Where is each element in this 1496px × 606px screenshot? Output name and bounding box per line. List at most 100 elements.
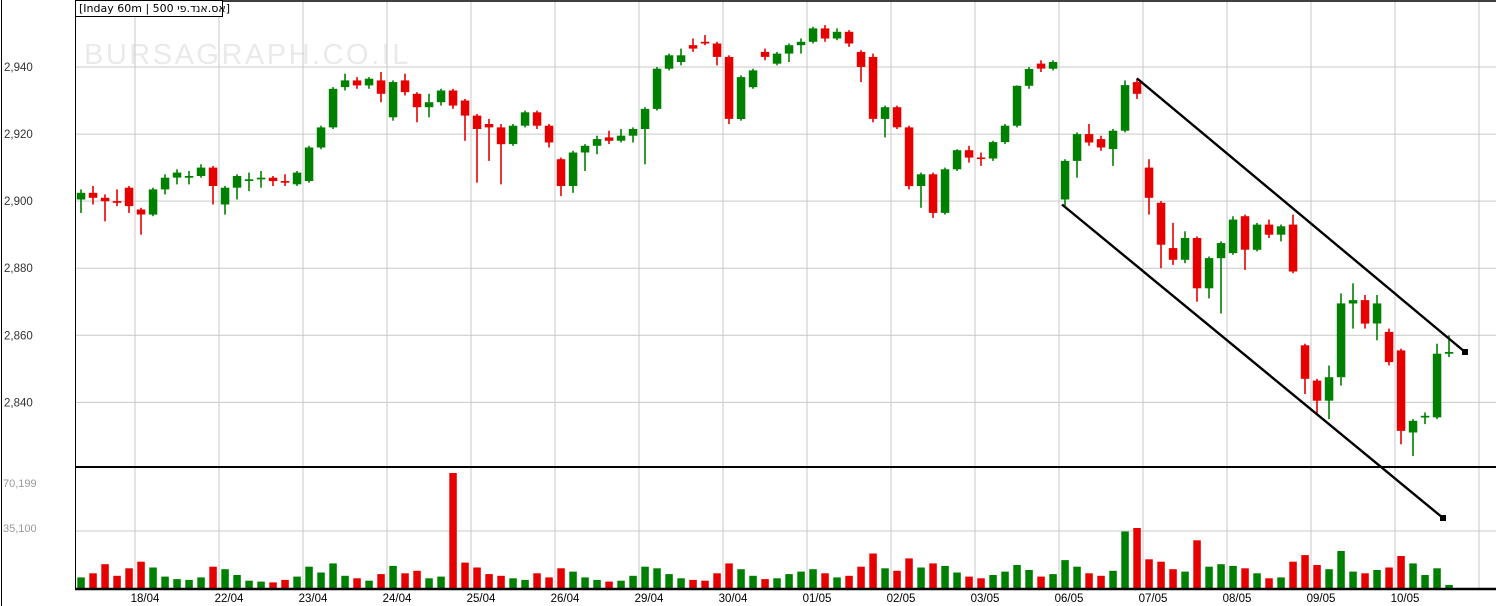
candle	[340, 73, 350, 91]
candle	[172, 169, 182, 185]
candle	[472, 113, 482, 183]
volume-bar	[617, 580, 625, 589]
volume-bar	[185, 579, 193, 589]
svg-text:2,840: 2,840	[4, 397, 33, 409]
candle	[76, 189, 86, 213]
candle	[1072, 132, 1082, 178]
channel-lower	[1061, 203, 1444, 519]
volume-bar	[905, 558, 913, 589]
candle	[1264, 219, 1274, 238]
candle	[604, 130, 614, 145]
volume-bar	[89, 573, 97, 589]
candle	[868, 53, 878, 123]
candle	[1180, 231, 1190, 264]
candle	[640, 107, 650, 165]
volume-bar	[1409, 563, 1417, 589]
volume-bar	[845, 575, 853, 589]
volume-bar	[1169, 569, 1177, 589]
candle	[1024, 67, 1034, 89]
volume-bar	[1361, 573, 1369, 589]
candle	[1120, 80, 1130, 133]
volume-bar	[881, 568, 889, 589]
volume-bar	[605, 581, 613, 589]
candle	[664, 53, 674, 71]
candle	[736, 75, 746, 121]
candle	[796, 38, 806, 54]
svg-text:01/05: 01/05	[803, 593, 832, 605]
candle	[892, 105, 902, 129]
candle	[580, 144, 590, 171]
candle	[196, 164, 206, 178]
candle	[148, 187, 158, 217]
candle	[136, 207, 146, 235]
candle	[436, 88, 446, 106]
candle	[688, 38, 698, 52]
svg-text:07/05: 07/05	[1139, 593, 1168, 605]
svg-text:2,860: 2,860	[4, 330, 33, 342]
volume-bar	[113, 575, 121, 589]
volume-bar	[77, 577, 85, 589]
candle	[856, 50, 866, 83]
volume-bar	[1097, 575, 1105, 589]
candle	[988, 140, 998, 161]
volume-bar	[977, 578, 985, 589]
candle	[544, 124, 554, 148]
volume-bar	[209, 566, 217, 589]
volume-bar	[329, 563, 337, 589]
volume-bar	[1433, 568, 1441, 589]
volume-bar	[641, 566, 649, 589]
volume-bar	[749, 575, 757, 589]
volume-bar	[1193, 540, 1201, 589]
svg-text:30/04: 30/04	[719, 593, 748, 605]
volume-axis: 70,199 35,100	[3, 478, 1496, 535]
volume-bar	[257, 581, 265, 589]
candle	[616, 129, 626, 143]
candle	[1000, 124, 1010, 145]
candle	[364, 77, 374, 89]
volume-bar	[569, 571, 577, 589]
svg-text:22/04: 22/04	[215, 593, 244, 605]
candle	[760, 48, 770, 61]
volume-bar	[353, 578, 361, 589]
candle	[232, 174, 242, 200]
candle	[448, 88, 458, 109]
volume-bar	[1289, 561, 1297, 589]
volume-bar	[413, 570, 421, 589]
volume-bar	[197, 577, 205, 589]
volume-bar	[677, 578, 685, 589]
volume-bar	[773, 578, 781, 589]
candle	[1084, 124, 1094, 146]
volume-bar	[485, 574, 493, 589]
svg-text:18/04: 18/04	[131, 593, 160, 605]
candle	[100, 194, 110, 222]
volume-bar	[689, 579, 697, 589]
volume-bar	[401, 573, 409, 589]
volume-bar	[653, 568, 661, 589]
candle	[244, 172, 254, 192]
candle	[220, 186, 230, 215]
volume-bar	[365, 580, 373, 589]
volume-bar	[1205, 566, 1213, 589]
candle	[976, 152, 986, 166]
candle	[268, 176, 278, 186]
volume-bar	[965, 576, 973, 589]
volume-bar	[173, 579, 181, 589]
volume-bar	[125, 568, 133, 589]
candle	[844, 30, 854, 47]
candle	[1372, 295, 1382, 341]
candle	[496, 124, 506, 185]
volume-bar	[1265, 578, 1273, 589]
svg-text:2,920: 2,920	[4, 129, 33, 141]
volume-bar	[1277, 577, 1285, 589]
candle	[1312, 378, 1322, 415]
watermark: BURSAGRAPH.CO.IL	[84, 39, 411, 71]
volume-bar	[1145, 559, 1153, 589]
volume-bar	[1085, 573, 1093, 589]
candle	[808, 26, 818, 44]
svg-text:26/04: 26/04	[551, 593, 580, 605]
candle	[1384, 328, 1394, 366]
volume-bar	[893, 570, 901, 589]
